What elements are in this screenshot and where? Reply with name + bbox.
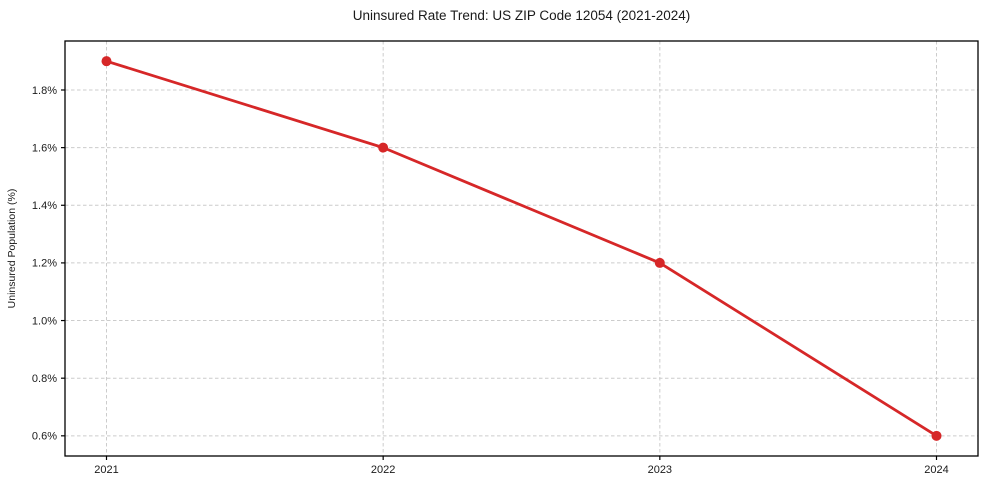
data-point-marker: [654, 257, 665, 268]
data-point-marker: [931, 430, 942, 441]
chart-title: Uninsured Rate Trend: US ZIP Code 12054 …: [353, 8, 690, 23]
x-tick-label: 2021: [94, 464, 118, 476]
y-axis-label: Uninsured Population (%): [6, 189, 18, 309]
trend-line: [105, 59, 938, 438]
y-tick-label: 1.2%: [32, 258, 57, 270]
x-tick-label: 2022: [371, 464, 395, 476]
y-tick-label: 1.6%: [32, 142, 57, 154]
x-tick-label: 2024: [924, 464, 948, 476]
y-tick-label: 1.8%: [32, 85, 57, 97]
plot-background: [65, 41, 978, 456]
x-tick-label: 2023: [648, 464, 672, 476]
data-point-marker: [378, 142, 389, 153]
data-point-marker: [101, 56, 112, 67]
y-tick-label: 0.6%: [32, 431, 57, 443]
y-tick-label: 1.4%: [32, 200, 57, 212]
y-tick-label: 0.8%: [32, 373, 57, 385]
plot-border: [64, 40, 979, 457]
y-tick-label: 1.0%: [32, 315, 57, 327]
